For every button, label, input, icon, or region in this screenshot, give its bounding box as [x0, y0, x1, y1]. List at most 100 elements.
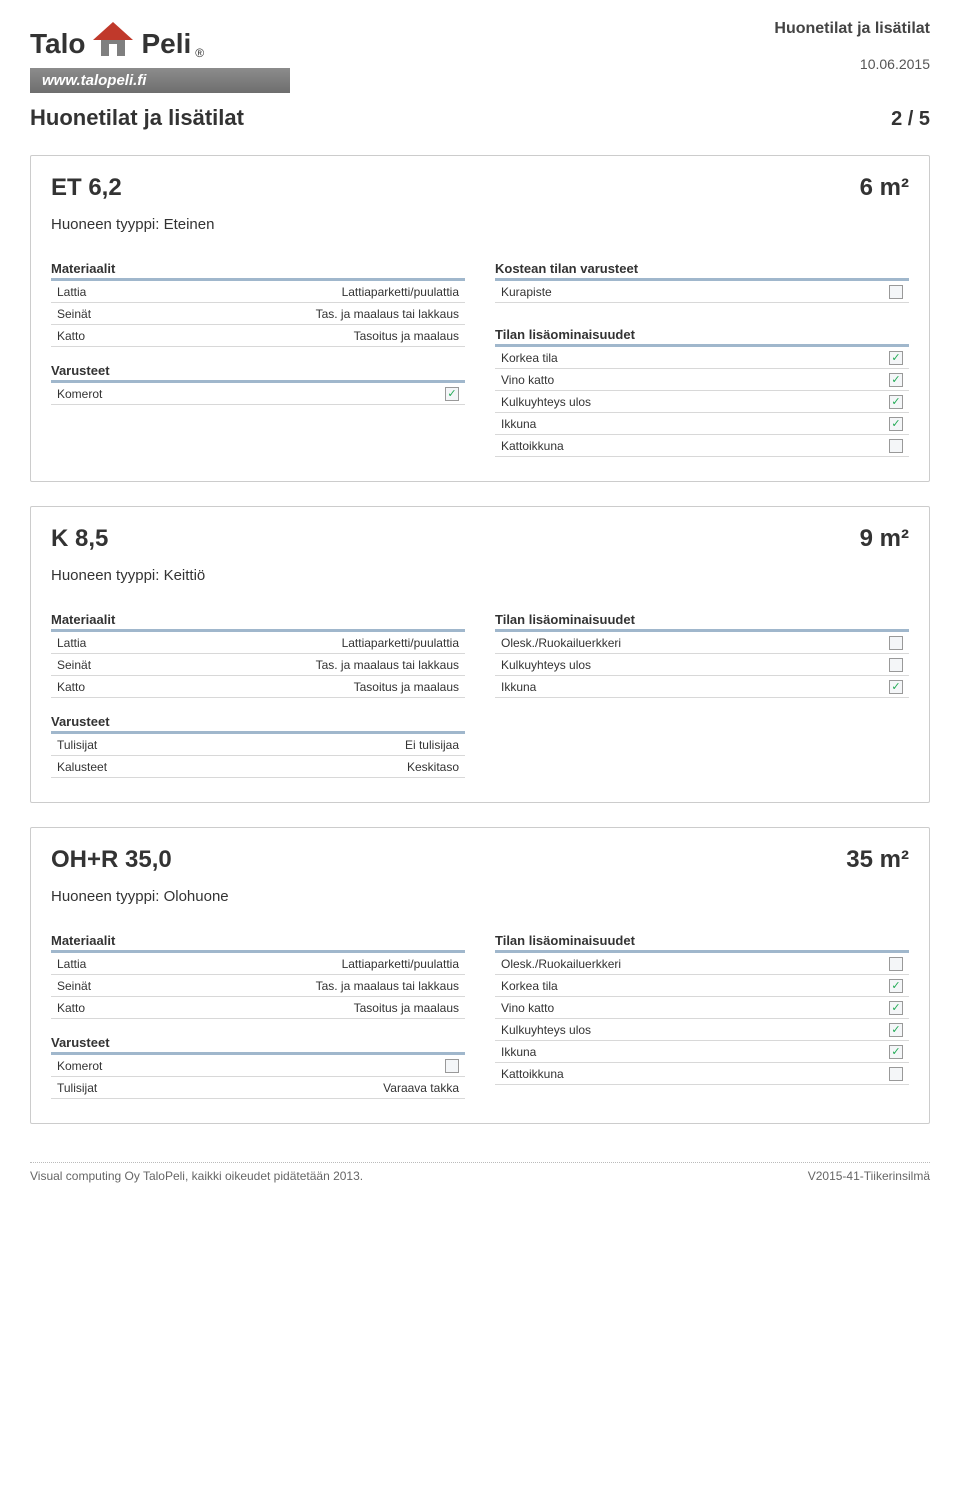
wet-label: Kurapiste [501, 285, 552, 299]
equipment-label: Komerot [57, 1059, 102, 1073]
equipment-value: Ei tulisijaa [151, 735, 465, 755]
wet-row: Kurapiste✓ [495, 281, 909, 303]
material-row: KattoTasoitus ja maalaus [51, 676, 465, 698]
equipment-row: TulisijatVaraava takka [51, 1077, 465, 1099]
additional-row: Kattoikkuna✓ [495, 1063, 909, 1085]
additional-row: Ikkuna ✓ [495, 1041, 909, 1063]
material-row: SeinätTas. ja maalaus tai lakkaus [51, 975, 465, 997]
checkbox-icon: ✓ [445, 387, 459, 401]
equipment-heading: Varusteet [51, 1035, 465, 1055]
additional-label: Ikkuna [501, 1045, 536, 1059]
footer-left: Visual computing Oy TaloPeli, kaikki oik… [30, 1169, 363, 1183]
materials-heading: Materiaalit [51, 933, 465, 953]
room-head: K 8,59 m² [51, 525, 909, 553]
room-card: K 8,59 m²Huoneen tyyppi: KeittiöMateriaa… [30, 506, 930, 803]
material-value: Tasoitus ja maalaus [151, 326, 465, 346]
equipment-heading: Varusteet [51, 363, 465, 383]
material-row: LattiaLattiaparketti/puulattia [51, 281, 465, 303]
additional-label: Vino katto [501, 373, 554, 387]
checkbox-icon: ✓ [889, 1045, 903, 1059]
material-value: Lattiaparketti/puulattia [151, 633, 465, 653]
additional-label: Kattoikkuna [501, 439, 564, 453]
room-type: Huoneen tyyppi: Olohuone [51, 888, 909, 905]
right-column: Kostean tilan varusteetKurapiste✓Tilan l… [495, 251, 909, 457]
checkbox-icon: ✓ [445, 1059, 459, 1073]
material-value: Tas. ja maalaus tai lakkaus [151, 304, 465, 324]
doc-date: 10.06.2015 [774, 56, 930, 72]
doc-title: Huonetilat ja lisätilat [774, 20, 930, 38]
material-key: Seinät [51, 655, 151, 675]
additional-row: Olesk./Ruokailuerkkeri✓ [495, 632, 909, 654]
material-row: KattoTasoitus ja maalaus [51, 325, 465, 347]
rooms-container: ET 6,26 m²Huoneen tyyppi: EteinenMateria… [30, 155, 930, 1124]
section-title-row: Huonetilat ja lisätilat 2 / 5 [30, 105, 930, 131]
room-head: ET 6,2 6 m² [51, 174, 909, 202]
room-area: 6 m² [860, 174, 909, 202]
checkbox-icon: ✓ [889, 1023, 903, 1037]
registered-icon: ® [195, 46, 204, 60]
left-column: MateriaalitLattiaLattiaparketti/puulatti… [51, 602, 465, 778]
material-value: Lattiaparketti/puulattia [151, 954, 465, 974]
equipment-row: KalusteetKeskitaso [51, 756, 465, 778]
right-column: Tilan lisäominaisuudetOlesk./Ruokailuerk… [495, 923, 909, 1099]
additional-row: Vino katto✓ [495, 997, 909, 1019]
additional-row: Vino katto✓ [495, 369, 909, 391]
additional-row: Kulkuyhteys ulos✓ [495, 391, 909, 413]
room-name: OH+R 35,0 [51, 846, 172, 874]
page-current: 2 [891, 108, 902, 130]
footer-right: V2015-41-Tiikerinsilmä [808, 1169, 930, 1183]
checkbox-icon: ✓ [889, 439, 903, 453]
brand-text-left: Talo [30, 28, 85, 60]
additional-label: Kulkuyhteys ulos [501, 658, 591, 672]
material-row: LattiaLattiaparketti/puulattia [51, 953, 465, 975]
additional-label: Olesk./Ruokailuerkkeri [501, 636, 621, 650]
checkbox-icon: ✓ [889, 351, 903, 365]
room-columns: MateriaalitLattiaLattiaparketti/puulatti… [51, 923, 909, 1099]
checkbox-icon: ✓ [889, 1067, 903, 1081]
equipment-key: Tulisijat [51, 735, 151, 755]
material-key: Seinät [51, 304, 151, 324]
house-icon [89, 20, 137, 60]
checkbox-icon: ✓ [889, 417, 903, 431]
equipment-value: Keskitaso [151, 757, 465, 777]
brand-text-right: Peli [141, 28, 191, 60]
checkbox-icon: ✓ [889, 395, 903, 409]
additional-label: Ikkuna [501, 680, 536, 694]
checkbox-icon: ✓ [889, 957, 903, 971]
additional-row: Olesk./Ruokailuerkkeri✓ [495, 953, 909, 975]
additional-heading: Tilan lisäominaisuudet [495, 933, 909, 953]
page-total: 5 [919, 108, 930, 130]
room-name: ET 6,2 [51, 174, 122, 202]
room-card: ET 6,26 m²Huoneen tyyppi: EteinenMateria… [30, 155, 930, 482]
checkbox-icon: ✓ [889, 979, 903, 993]
additional-label: Korkea tila [501, 351, 558, 365]
equipment-label: Komerot [57, 387, 102, 401]
section-title: Huonetilat ja lisätilat [30, 105, 244, 131]
additional-row: Kulkuyhteys ulos ✓ [495, 654, 909, 676]
additional-row: Ikkuna✓ [495, 413, 909, 435]
material-key: Katto [51, 326, 151, 346]
equipment-row: TulisijatEi tulisijaa [51, 734, 465, 756]
left-column: MateriaalitLattiaLattiaparketti/puulatti… [51, 251, 465, 457]
material-row: LattiaLattiaparketti/puulattia [51, 632, 465, 654]
equipment-key: Kalusteet [51, 757, 151, 777]
additional-row: Korkea tila✓ [495, 975, 909, 997]
equipment-value: Varaava takka [151, 1078, 465, 1098]
material-key: Lattia [51, 282, 151, 302]
wet-heading: Kostean tilan varusteet [495, 261, 909, 281]
left-column: MateriaalitLattiaLattiaparketti/puulatti… [51, 923, 465, 1099]
checkbox-icon: ✓ [889, 658, 903, 672]
page: Huonetilat ja lisätilat 10.06.2015 Talo … [0, 0, 960, 1193]
equipment-row: Komerot ✓ [51, 383, 465, 405]
page-number: 2 / 5 [891, 108, 930, 131]
room-area: 35 m² [846, 846, 909, 874]
additional-label: Kulkuyhteys ulos [501, 1023, 591, 1037]
equipment-row: Komerot ✓ [51, 1055, 465, 1077]
material-value: Lattiaparketti/puulattia [151, 282, 465, 302]
material-key: Lattia [51, 954, 151, 974]
additional-heading: Tilan lisäominaisuudet [495, 327, 909, 347]
material-key: Katto [51, 677, 151, 697]
additional-row: Kulkuyhteys ulos ✓ [495, 1019, 909, 1041]
additional-label: Vino katto [501, 1001, 554, 1015]
room-head: OH+R 35,0 35 m² [51, 846, 909, 874]
